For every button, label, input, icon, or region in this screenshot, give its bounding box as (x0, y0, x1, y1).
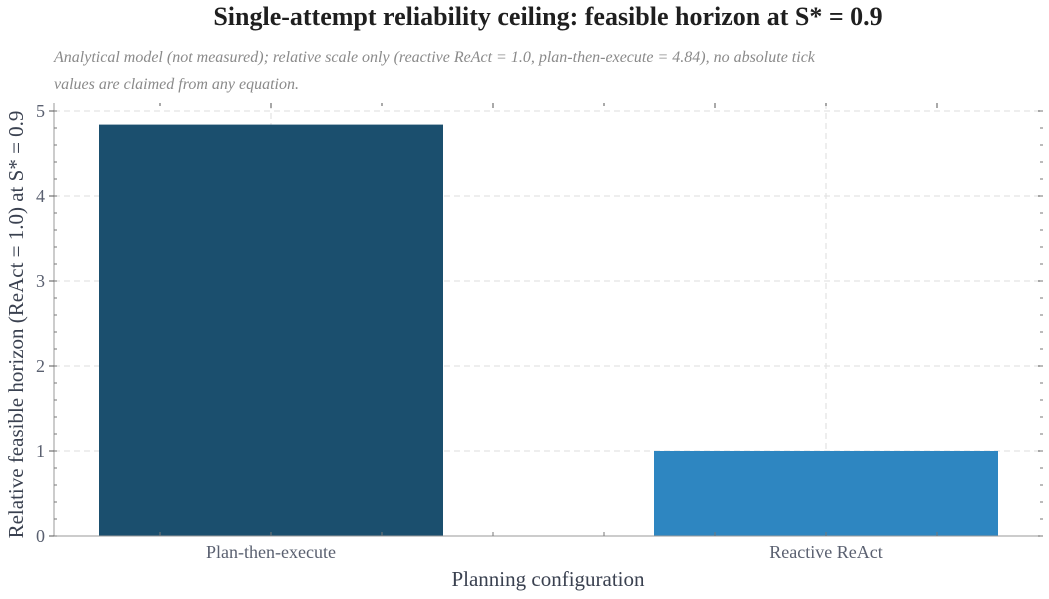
y-axis-label: Relative feasible horizon (ReAct = 1.0) … (4, 111, 28, 539)
y-tick-label: 5 (36, 101, 45, 121)
y-tick-label: 2 (36, 356, 45, 376)
y-tick-label: 1 (36, 441, 45, 461)
plot-frame (53, 103, 1043, 537)
y-tick-label: 4 (36, 186, 45, 206)
chart-title: Single-attempt reliability ceiling: feas… (213, 2, 883, 31)
chart-subtitle: Analytical model (not measured); relativ… (54, 49, 815, 93)
bar-1 (99, 124, 443, 536)
x-category-label: Plan-then-execute (206, 542, 336, 562)
x-axis-label: Planning configuration (451, 567, 645, 591)
y-axis-ticks: 0 1 2 3 4 5 (36, 101, 1043, 546)
x-axis-categories: Plan-then-execute Reactive ReAct (206, 542, 883, 562)
y-tick-label: 3 (36, 271, 45, 291)
bars-group (99, 124, 998, 536)
bar-2 (654, 451, 998, 536)
y-tick-label: 0 (36, 526, 45, 546)
x-category-label: Reactive ReAct (769, 542, 882, 562)
